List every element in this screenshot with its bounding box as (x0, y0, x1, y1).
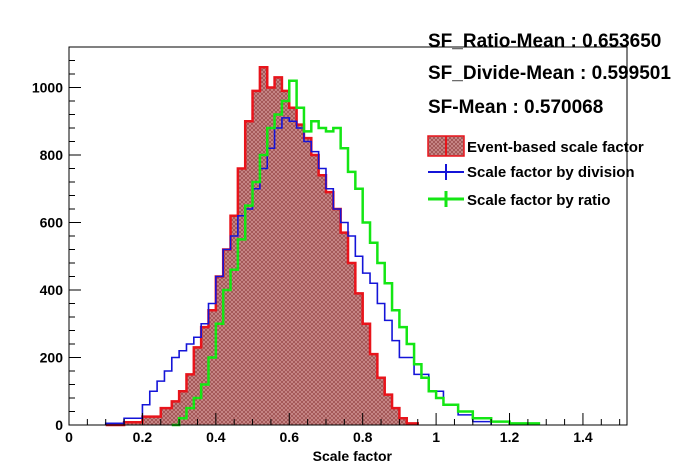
legend-label-ratio: Scale factor by ratio (467, 192, 610, 209)
y-tick-label: 200 (40, 350, 64, 366)
stat-divide-mean: SF_Divide-Mean : 0.599501 (428, 63, 671, 84)
x-tick-label: 0.6 (280, 429, 300, 445)
x-tick-label: 0.4 (206, 429, 226, 445)
x-tick-label: 0 (65, 429, 73, 445)
x-tick-label: 0.2 (133, 429, 153, 445)
x-tick-label: 0.8 (353, 429, 373, 445)
legend: Event-based scale factor Scale factor by… (427, 135, 644, 209)
x-tick-label: 1 (432, 429, 440, 445)
stat-sf-mean: SF-Mean : 0.570068 (428, 97, 604, 118)
series-scale-factor-by-division (104, 117, 492, 425)
x-tick-label: 1.4 (573, 429, 593, 445)
y-tick-label: 600 (40, 215, 64, 231)
legend-label-event-based: Event-based scale factor (467, 139, 644, 156)
series-event-based-scale-factor (105, 66, 419, 427)
y-tick-label: 800 (40, 147, 64, 163)
axes: 0 0.2 0.4 0.6 0.8 1 1.2 1.4 0 200 400 600 800 1000 (32, 46, 628, 445)
series-scale-factor-by-ratio (171, 79, 541, 427)
stat-ratio-mean: SF_Ratio-Mean : 0.653650 (428, 31, 662, 52)
x-tick-label: 1.2 (500, 429, 520, 445)
legend-label-division: Scale factor by division (467, 164, 635, 181)
plot-area (104, 66, 541, 427)
y-tick-label: 400 (40, 282, 64, 298)
x-axis-label: Scale factor (313, 448, 393, 464)
y-tick-label: 1000 (32, 80, 63, 96)
y-tick-label: 0 (55, 417, 63, 433)
